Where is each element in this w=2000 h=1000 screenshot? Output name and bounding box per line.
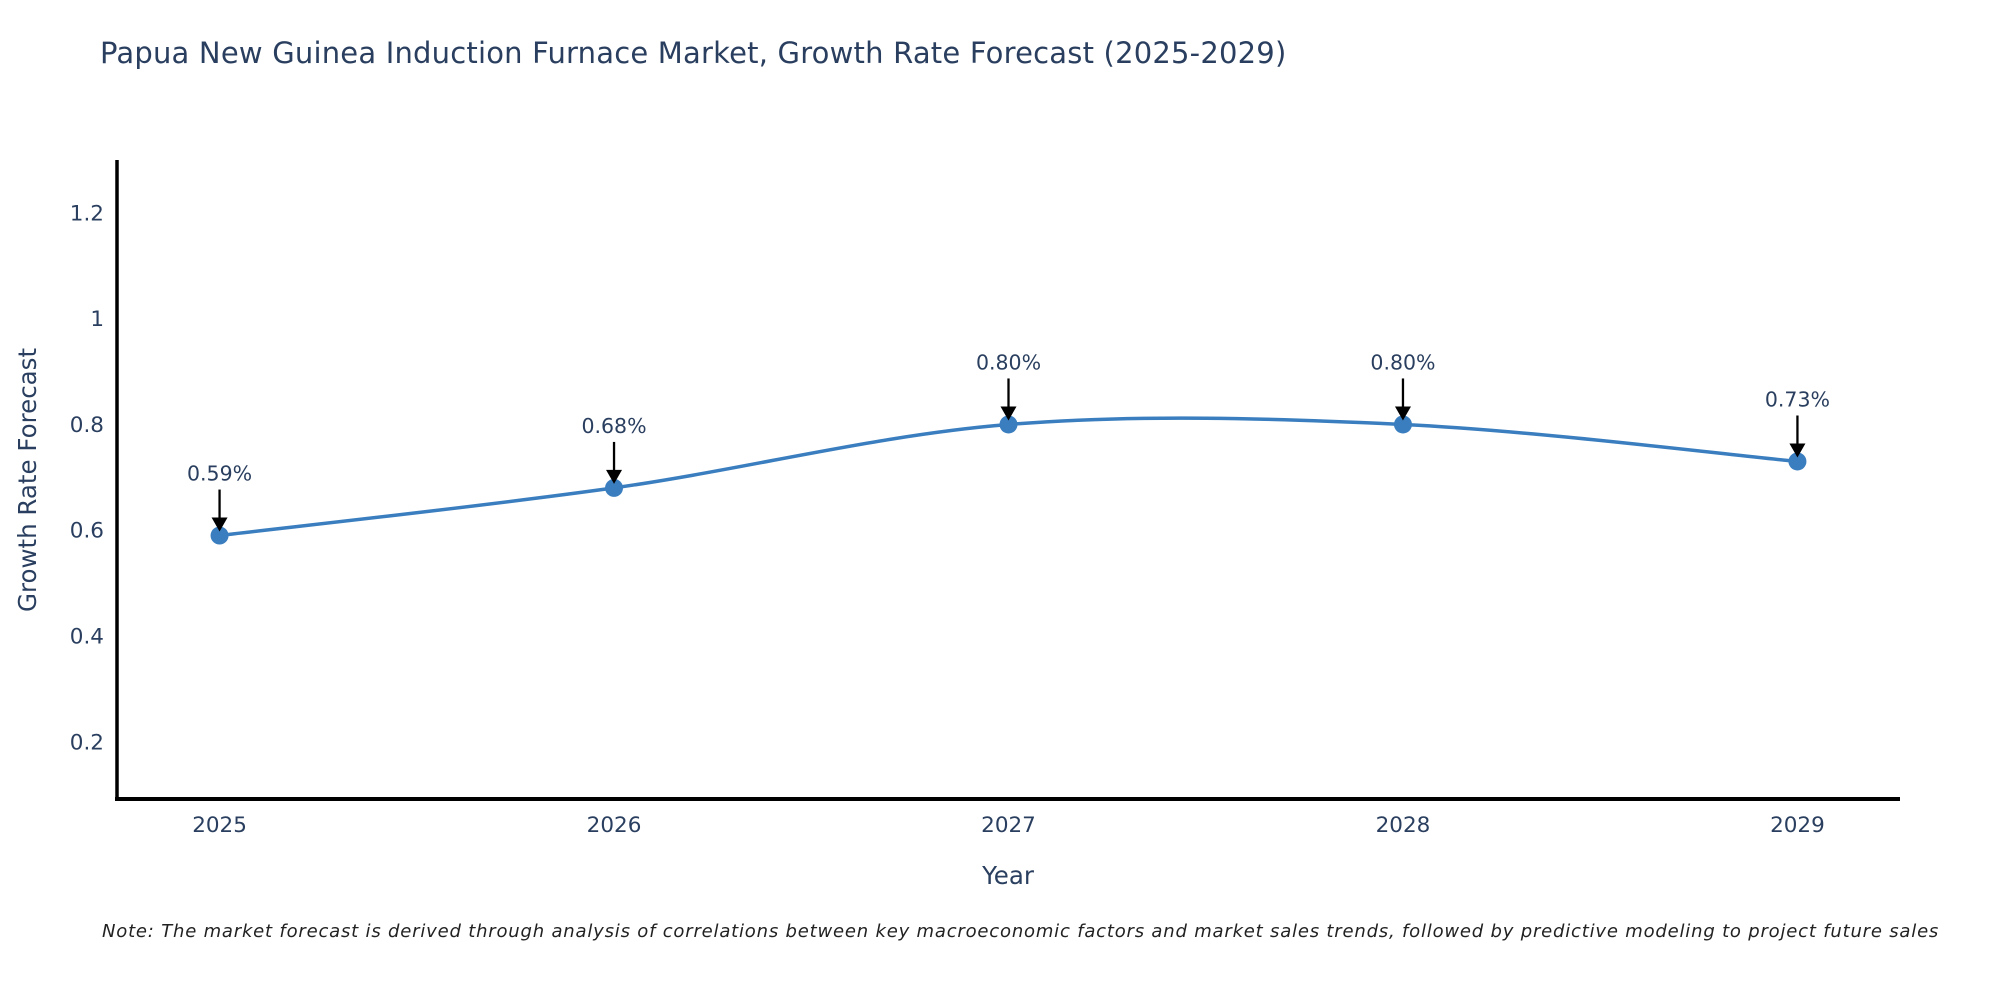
- chart-footnote: Note: The market forecast is derived thr…: [102, 921, 1940, 942]
- point-value-label: 0.59%: [187, 462, 252, 486]
- y-axis-title: Growth Rate Forecast: [13, 348, 42, 612]
- data-point-marker: [1393, 415, 1412, 434]
- x-tick-label: 2025: [192, 813, 247, 838]
- annotation-arrowhead-icon: [211, 517, 228, 532]
- axes-group: [115, 160, 1900, 801]
- annotation-arrowhead-icon: [1789, 443, 1806, 458]
- annotation-arrowhead-icon: [1394, 406, 1411, 421]
- x-tick-label: 2027: [981, 813, 1036, 838]
- data-point-marker: [999, 415, 1018, 434]
- x-tick-label: 2029: [1770, 813, 1825, 838]
- annotation-arrowhead-icon: [606, 469, 623, 484]
- x-axis-title: Year: [981, 861, 1035, 890]
- y-tick-label: 1.2: [70, 201, 104, 226]
- x-tick-label: 2026: [587, 813, 642, 838]
- point-value-label: 0.73%: [1765, 387, 1830, 411]
- y-tick-label: 0.4: [70, 625, 104, 650]
- line-series-group: [210, 415, 1807, 545]
- y-tick-label: 0.6: [70, 519, 104, 544]
- point-value-label: 0.68%: [581, 414, 646, 438]
- forecast-line: [217, 416, 1800, 538]
- x-tick-label: 2028: [1376, 813, 1431, 838]
- y-tick-label: 0.8: [70, 413, 104, 438]
- chart-title: Papua New Guinea Induction Furnace Marke…: [100, 36, 1287, 70]
- y-tick-label: 0.2: [70, 730, 104, 755]
- point-value-label: 0.80%: [1370, 350, 1435, 374]
- point-annotations-group: 0.59% 0.68% 0.80% 0.80% 0.73%: [187, 350, 1830, 532]
- annotation-arrowhead-icon: [1000, 406, 1017, 421]
- data-point-marker: [605, 478, 624, 497]
- point-value-label: 0.80%: [976, 350, 1041, 374]
- data-point-marker: [210, 526, 229, 545]
- x-tick-labels-group: 2025 2026 2027 2028 2029: [192, 813, 1825, 838]
- data-point-marker: [1788, 452, 1807, 471]
- y-tick-label: 1: [90, 307, 104, 332]
- y-tick-labels-group: 0.2 0.4 0.6 0.8 1 1.2: [70, 201, 104, 755]
